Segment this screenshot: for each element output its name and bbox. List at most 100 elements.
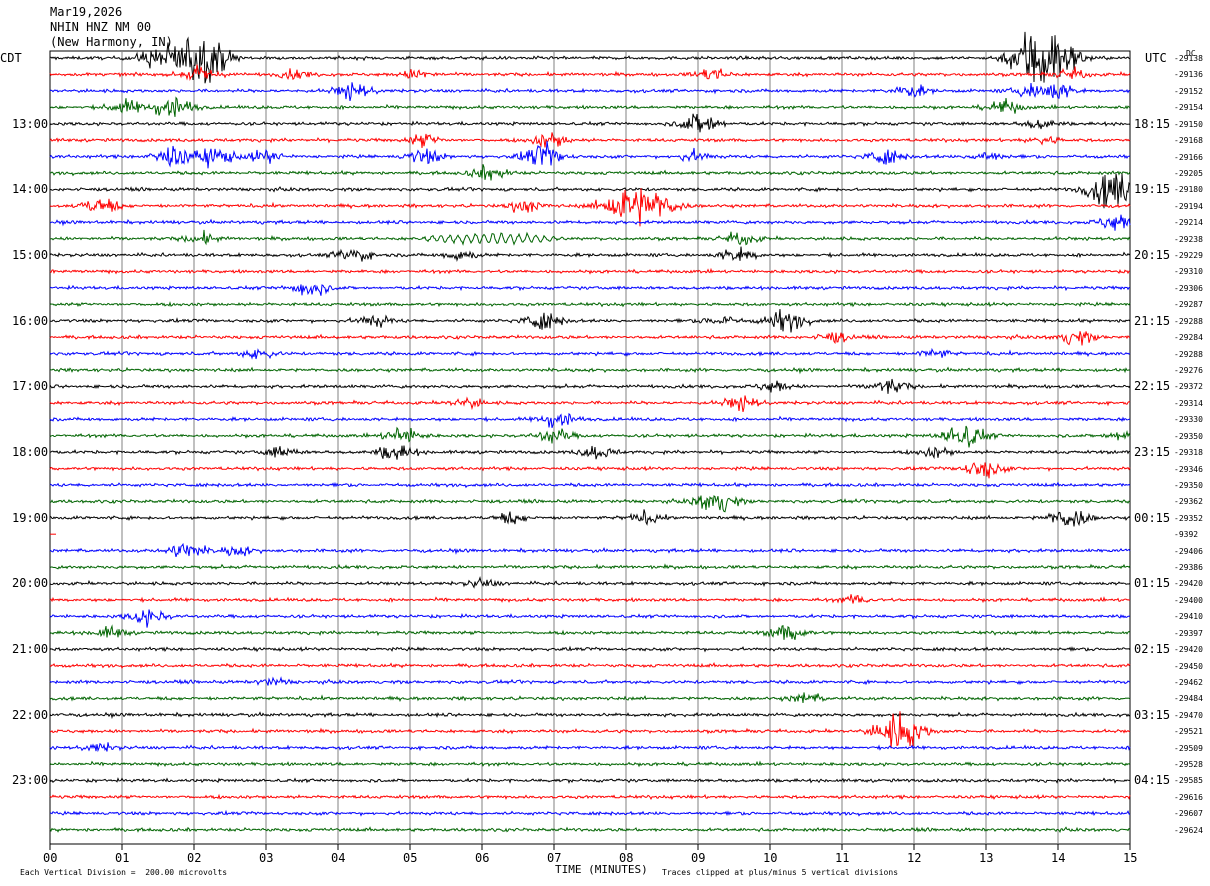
x-tick-label: 05: [403, 851, 418, 865]
dc-offset-label: -29238: [1174, 234, 1203, 244]
minute-gridlines: [121, 51, 1059, 844]
seismogram-trace: [49, 301, 1131, 308]
seismogram-trace: [49, 462, 1131, 479]
x-tick-label: 14: [1051, 851, 1066, 865]
dc-offset-label: -29346: [1174, 464, 1203, 474]
right-time-label: 20:15: [1134, 248, 1171, 263]
dc-offset-label: -29509: [1174, 743, 1203, 753]
seismogram-trace: [49, 711, 1131, 749]
dc-offset-label: -29352: [1174, 513, 1203, 523]
seismogram-trace: [49, 395, 1131, 413]
plot-frame: [49, 50, 1131, 845]
dc-offset-label: -29138: [1174, 54, 1203, 63]
dc-offset-label: -29284: [1174, 333, 1203, 343]
right-time-label: 00:15: [1134, 510, 1171, 525]
dc-offset-label: -29306: [1174, 283, 1203, 293]
x-axis-title: TIME (MINUTES): [555, 863, 648, 876]
seismogram-trace: [49, 173, 1131, 209]
dc-offset-label: -29400: [1174, 595, 1203, 605]
dc-offset-label: -29180: [1174, 185, 1203, 195]
dc-offset-label: -29310: [1174, 267, 1203, 277]
dc-offset-label: -29607: [1174, 809, 1203, 819]
seismogram-trace: [49, 495, 1131, 513]
dc-offset-label: -29585: [1174, 776, 1203, 786]
dc-offset-label: -29362: [1174, 497, 1203, 507]
left-time-label: 14:00: [12, 182, 49, 197]
seismogram-trace: [49, 542, 1131, 558]
seismogram-trace: [49, 711, 1131, 720]
dc-offset-label: -29229: [1174, 251, 1203, 261]
x-tick-label: 15: [1123, 851, 1138, 865]
seismogram-trace: [49, 445, 1131, 460]
dc-offset-label: -29194: [1174, 201, 1203, 211]
seismogram-trace: [49, 284, 1131, 296]
seismogram-trace: [49, 777, 1131, 784]
dc-offset-label: -29205: [1174, 168, 1203, 178]
seismogram-trace: [49, 509, 1131, 527]
dc-offset-label: -29420: [1174, 579, 1203, 589]
seismogram-trace: [49, 82, 1131, 102]
left-time-label: 13:00: [12, 116, 49, 131]
dc-offset-label: -29276: [1174, 365, 1203, 375]
left-time-label: 15:00: [12, 248, 49, 263]
seismogram-trace: [49, 662, 1131, 669]
left-time-label: 23:00: [12, 773, 49, 788]
seismogram-trace: [49, 214, 1131, 231]
right-time-label: 19:15: [1134, 182, 1171, 197]
dc-offset-label: -29154: [1174, 103, 1203, 113]
left-time-label: 19:00: [12, 510, 49, 525]
dc-offset-label: -29470: [1174, 710, 1203, 720]
seismogram-trace: [49, 563, 1131, 571]
dc-offset-label: -29420: [1174, 645, 1203, 655]
seismogram-trace: [49, 481, 1131, 489]
seismogram-trace: [49, 309, 1131, 333]
seismogram-trace: [49, 826, 1131, 834]
seismogram-trace: [49, 609, 1131, 628]
dc-offset-label: -29624: [1174, 825, 1203, 835]
dc-offset-label: -29350: [1174, 431, 1203, 441]
seismogram-trace: [49, 267, 1131, 275]
dc-offset-label: -29386: [1174, 563, 1203, 573]
station-label: NHIN HNZ NM 00: [50, 20, 152, 34]
dc-offset-label: -29166: [1174, 152, 1203, 162]
seismogram-trace: [50, 164, 1131, 181]
date-label: Mar19,2026: [50, 5, 123, 19]
dc-offset-label: -29287: [1174, 300, 1203, 310]
dc-offset-label: -29462: [1174, 677, 1203, 687]
seismogram-trace: [49, 742, 1131, 753]
scale-note: Each Vertical Division = 200.00 microvol…: [20, 868, 228, 877]
x-tick-label: 00: [43, 851, 58, 865]
seismogram-trace: [49, 425, 1131, 448]
dc-offset-label: -29314: [1174, 398, 1203, 408]
x-axis-ticks: [49, 844, 1131, 850]
dc-offset-label: -29410: [1174, 612, 1203, 622]
seismogram-trace: [49, 809, 1131, 817]
right-time-label: 22:15: [1134, 379, 1171, 394]
seismogram-trace: [49, 347, 1131, 360]
dc-offset-label: -29521: [1174, 727, 1203, 737]
seismogram-trace: [49, 246, 1131, 262]
seismogram-trace: [49, 412, 1131, 428]
dc-offset-label: -29288: [1174, 316, 1203, 326]
location-label: (New Harmony, IN): [50, 35, 173, 49]
right-timezone-label: UTC: [1145, 51, 1167, 65]
seismogram-trace: [49, 594, 1131, 604]
x-tick-label: 01: [115, 851, 130, 865]
x-tick-label: 11: [835, 851, 850, 865]
x-tick-label: 08: [619, 851, 634, 865]
x-tick-label: 10: [763, 851, 778, 865]
dc-offset-label: -29136: [1174, 70, 1203, 80]
dc-offset-label: -29288: [1174, 349, 1203, 359]
left-time-label: 18:00: [12, 445, 49, 460]
seismogram-trace: [49, 793, 1131, 800]
x-tick-label: 03: [259, 851, 274, 865]
dc-offset-label: -29450: [1174, 661, 1203, 671]
dc-label: DC: [1186, 49, 1196, 58]
dc-offset-label: -9392: [1174, 530, 1199, 540]
dc-offset-label: -29150: [1174, 119, 1203, 129]
seismogram-trace: [49, 575, 1131, 589]
seismogram-trace: [49, 676, 1131, 686]
right-time-label: 03:15: [1134, 707, 1171, 722]
dc-offset-label: -29214: [1174, 218, 1203, 228]
